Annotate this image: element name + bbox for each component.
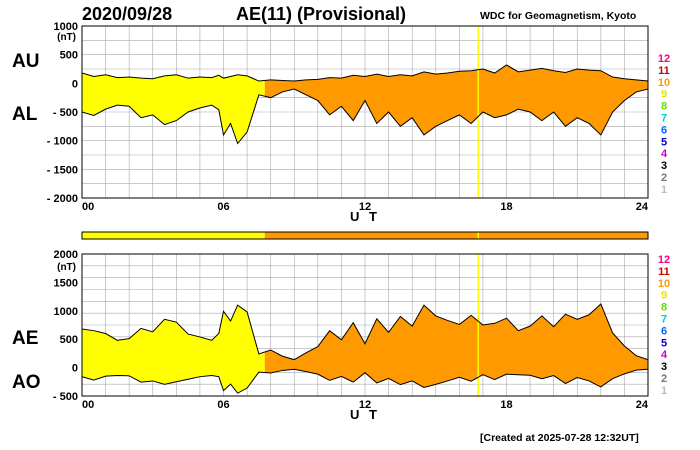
- area-fill-late: [264, 303, 648, 388]
- station-count-label: 12: [658, 254, 670, 266]
- x-tick-label: 12: [359, 201, 371, 213]
- date-title: 2020/09/28: [82, 4, 173, 24]
- ae-ao-panel: 2000 1500 1000 500 0 - 500 (nT) 00 06 12 18 24 U T: [53, 249, 649, 422]
- y-axis-unit: (nT): [57, 262, 76, 273]
- area-fill-early: [82, 305, 265, 394]
- au-al-panel: 1000 500 0 - 500 - 1000 - 1500 - 2000 (nT) 00 06 1…: [47, 21, 649, 224]
- area-fill-early: [82, 73, 265, 144]
- station-count-label: 12: [658, 53, 670, 65]
- station-count-label: 3: [661, 361, 667, 373]
- x-tick-label: 24: [636, 399, 649, 411]
- station-count-label: 8: [661, 101, 667, 113]
- x-tick-label: 12: [359, 399, 371, 411]
- station-count-label: 4: [661, 148, 668, 160]
- station-count-label: 9: [661, 89, 667, 101]
- series-line-au: [82, 64, 648, 82]
- x-tick-label: 00: [82, 399, 94, 411]
- series-line-ao: [82, 368, 648, 394]
- institution-label: WDC for Geomagnetism, Kyoto: [480, 10, 637, 22]
- station-count-label: 2: [661, 172, 667, 184]
- y-axis-unit: (nT): [57, 32, 76, 43]
- station-count-label: 6: [661, 124, 667, 136]
- created-timestamp: [Created at 2025-07-28 12:32UT]: [480, 432, 639, 444]
- station-count-label: 8: [661, 302, 667, 314]
- y-tick-label: - 1500: [47, 164, 78, 176]
- station-count-label: 2: [661, 373, 667, 385]
- station-count-label: 6: [661, 325, 667, 337]
- status-band-late: [264, 232, 648, 239]
- station-count-label: 7: [661, 113, 667, 125]
- y-tick-label: 1000: [54, 21, 78, 33]
- x-tick-label: 24: [636, 201, 649, 213]
- station-count-label: 1: [661, 385, 667, 397]
- x-axis-label: U T: [350, 407, 380, 422]
- x-tick-label: 06: [217, 201, 229, 213]
- y-tick-label: 0: [72, 78, 78, 90]
- y-tick-label: 500: [60, 50, 78, 62]
- x-tick-label: 00: [82, 201, 94, 213]
- series-label-ao: AO: [12, 372, 41, 393]
- series-label-au: AU: [12, 51, 40, 72]
- station-count-label: 3: [661, 160, 667, 172]
- station-count-label: 7: [661, 314, 667, 326]
- y-tick-label: 1500: [54, 277, 78, 289]
- series-line-ae: [82, 303, 648, 361]
- station-count-label: 5: [661, 337, 667, 349]
- y-tick-label: - 2000: [47, 193, 78, 205]
- station-status-band: [81, 231, 649, 240]
- y-tick-label: 500: [60, 334, 78, 346]
- plot-frame: [81, 253, 649, 397]
- y-tick-label: - 500: [53, 107, 78, 119]
- station-count-label: 10: [658, 278, 670, 290]
- area-fill-late: [264, 64, 648, 135]
- y-tick-label: 0: [72, 363, 78, 375]
- x-tick-label: 18: [500, 399, 512, 411]
- status-band-early: [82, 232, 265, 239]
- y-tick-label: - 500: [53, 391, 78, 403]
- plot-frame: [81, 25, 649, 199]
- station-count-label: 11: [658, 65, 670, 77]
- series-label-ae: AE: [12, 328, 39, 349]
- x-axis-label: U T: [350, 209, 380, 224]
- station-count-label: 10: [658, 77, 670, 89]
- series-label-al: AL: [12, 104, 38, 125]
- series-line-al: [82, 88, 648, 145]
- x-tick-label: 18: [500, 201, 512, 213]
- index-title: AE(11) (Provisional): [236, 4, 407, 24]
- station-count-label: 9: [661, 290, 667, 302]
- station-count-label: 4: [661, 349, 668, 361]
- x-tick-label: 06: [217, 399, 229, 411]
- station-count-label: 1: [661, 184, 667, 196]
- status-band-frame: [81, 231, 649, 240]
- y-tick-label: - 1000: [47, 136, 78, 148]
- station-count-label: 5: [661, 136, 667, 148]
- station-count-label: 11: [658, 266, 670, 278]
- y-tick-label: 1000: [54, 306, 78, 318]
- y-tick-label: 2000: [54, 249, 78, 261]
